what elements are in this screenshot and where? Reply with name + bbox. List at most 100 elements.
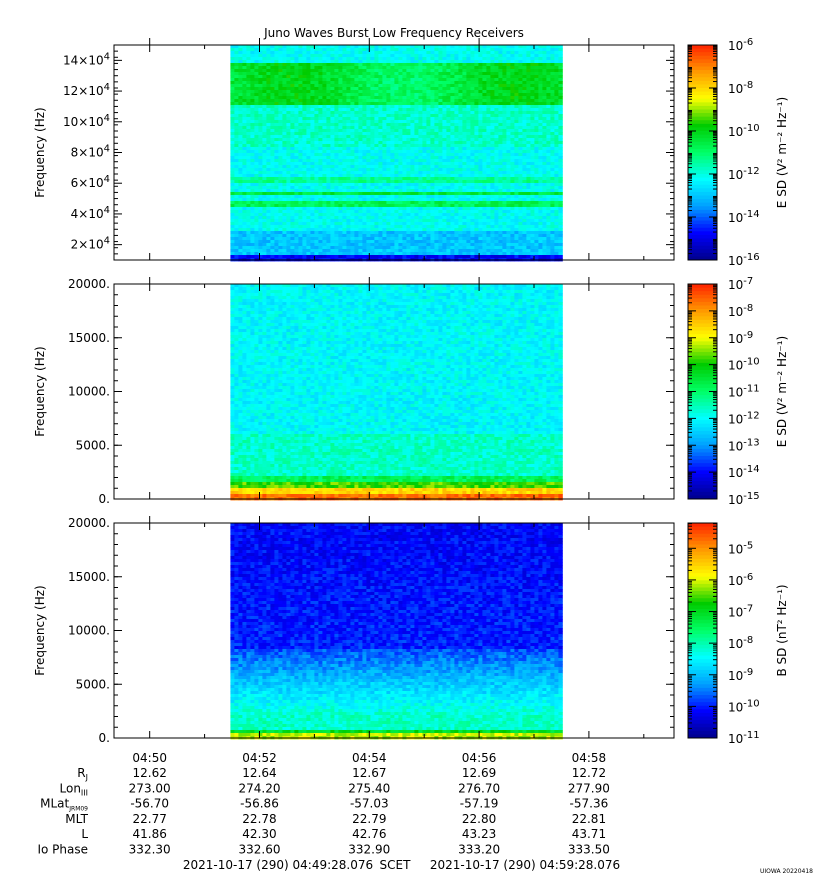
heatmap-cell bbox=[466, 213, 471, 217]
heatmap-cell bbox=[422, 75, 427, 79]
heatmap-cell bbox=[514, 102, 519, 106]
heatmap-cell bbox=[438, 108, 443, 112]
heatmap-cell bbox=[242, 66, 247, 70]
heatmap-cell bbox=[374, 162, 379, 166]
heatmap-cell bbox=[546, 183, 551, 187]
heatmap-cell bbox=[258, 45, 263, 49]
heatmap-cell bbox=[394, 96, 399, 100]
heatmap-cell bbox=[518, 162, 523, 166]
heatmap-cell bbox=[478, 177, 483, 181]
heatmap-cell bbox=[414, 195, 419, 199]
heatmap-cell bbox=[498, 132, 503, 136]
heatmap-cell bbox=[238, 87, 243, 91]
heatmap-cell bbox=[338, 114, 343, 118]
heatmap-cell bbox=[494, 147, 499, 151]
heatmap-cell bbox=[378, 186, 383, 190]
heatmap-cell bbox=[434, 141, 439, 145]
heatmap-cell bbox=[498, 117, 503, 121]
heatmap-cell bbox=[526, 204, 531, 208]
heatmap-cell bbox=[542, 129, 547, 133]
heatmap-cell bbox=[330, 120, 335, 124]
heatmap-cell bbox=[286, 120, 291, 124]
heatmap-cell bbox=[554, 219, 559, 223]
heatmap-cell bbox=[530, 93, 535, 97]
heatmap-cell bbox=[338, 129, 343, 133]
heatmap-cell bbox=[530, 165, 535, 169]
heatmap-cell bbox=[262, 153, 267, 157]
heatmap-cell bbox=[450, 183, 455, 187]
heatmap-cell bbox=[554, 54, 559, 58]
heatmap-cell bbox=[318, 171, 323, 175]
heatmap-cell bbox=[442, 156, 447, 160]
heatmap-cell bbox=[538, 192, 543, 196]
heatmap-cell bbox=[414, 159, 419, 163]
heatmap-cell bbox=[438, 96, 443, 100]
heatmap-cell bbox=[362, 66, 367, 70]
heatmap-cell bbox=[438, 72, 443, 76]
heatmap-cell bbox=[514, 60, 519, 64]
heatmap-cell bbox=[558, 219, 563, 223]
heatmap-cell bbox=[434, 171, 439, 175]
heatmap-cell bbox=[302, 96, 307, 100]
heatmap-cell bbox=[290, 63, 295, 67]
heatmap-cell bbox=[294, 54, 299, 58]
heatmap-cell bbox=[470, 87, 475, 91]
heatmap-cell bbox=[362, 195, 367, 199]
heatmap-cell bbox=[478, 141, 483, 145]
heatmap-cell bbox=[446, 222, 451, 226]
heatmap-cell bbox=[334, 90, 339, 94]
heatmap-cell bbox=[458, 54, 463, 58]
heatmap-cell bbox=[478, 126, 483, 130]
heatmap-cell bbox=[314, 222, 319, 226]
heatmap-cell bbox=[362, 99, 367, 103]
heatmap-cell bbox=[486, 168, 491, 172]
heatmap-cell bbox=[482, 180, 487, 184]
heatmap-cell bbox=[534, 90, 539, 94]
heatmap-cell bbox=[522, 54, 527, 58]
heatmap-cell bbox=[298, 141, 303, 145]
heatmap-cell bbox=[538, 96, 543, 100]
heatmap-cell bbox=[438, 111, 443, 115]
heatmap-cell bbox=[434, 69, 439, 73]
heatmap-cell bbox=[254, 102, 259, 106]
heatmap-cell bbox=[406, 75, 411, 79]
heatmap-cell bbox=[506, 156, 511, 160]
heatmap-cell bbox=[378, 144, 383, 148]
heatmap-cell bbox=[490, 174, 495, 178]
heatmap-cell bbox=[554, 144, 559, 148]
heatmap-cell bbox=[458, 174, 463, 178]
heatmap-cell bbox=[514, 48, 519, 52]
heatmap-cell bbox=[558, 102, 563, 106]
heatmap-cell bbox=[246, 213, 251, 217]
heatmap-cell bbox=[366, 213, 371, 217]
heatmap-cell bbox=[542, 210, 547, 214]
heatmap-cell bbox=[394, 195, 399, 199]
heatmap-cell bbox=[314, 195, 319, 199]
heatmap-cell bbox=[518, 150, 523, 154]
heatmap-cell bbox=[474, 57, 479, 61]
heatmap-cell bbox=[374, 141, 379, 145]
heatmap-cell bbox=[518, 138, 523, 142]
heatmap-cell bbox=[286, 117, 291, 121]
heatmap-cell bbox=[270, 138, 275, 142]
heatmap-cell bbox=[302, 111, 307, 115]
heatmap-cell bbox=[454, 186, 459, 190]
heatmap-cell bbox=[522, 177, 527, 181]
heatmap-cell bbox=[358, 153, 363, 157]
heatmap-cell bbox=[474, 183, 479, 187]
heatmap-cell bbox=[490, 123, 495, 127]
heatmap-cell bbox=[234, 168, 239, 172]
heatmap-cell bbox=[462, 63, 467, 67]
heatmap-cell bbox=[446, 75, 451, 79]
heatmap-cell bbox=[502, 210, 507, 214]
heatmap-cell bbox=[430, 123, 435, 127]
heatmap-cell bbox=[530, 222, 535, 226]
heatmap-cell bbox=[538, 54, 543, 58]
heatmap-cell bbox=[294, 207, 299, 211]
heatmap-cell bbox=[322, 201, 327, 205]
heatmap-cell bbox=[334, 165, 339, 169]
heatmap-cell bbox=[542, 126, 547, 130]
heatmap-cell bbox=[422, 132, 427, 136]
heatmap-cell bbox=[494, 45, 499, 49]
heatmap-cell bbox=[234, 192, 239, 196]
